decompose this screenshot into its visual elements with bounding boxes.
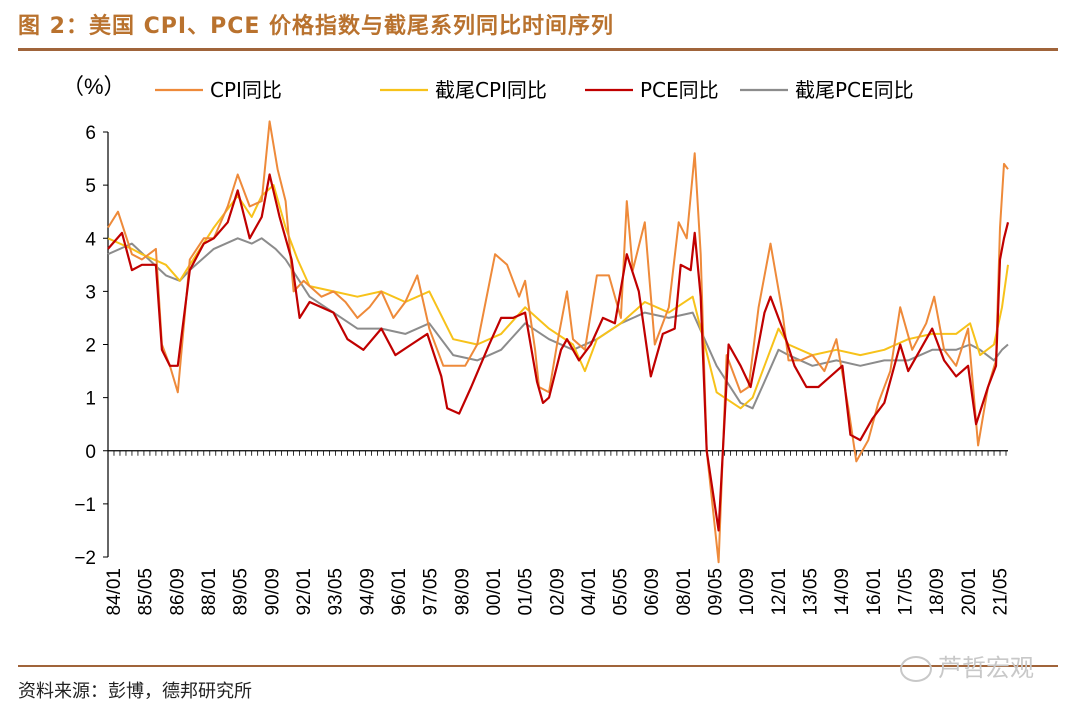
x-tick-label: 00/01	[484, 568, 505, 616]
series-line-cpi	[107, 120, 1009, 564]
footer-divider	[18, 665, 1058, 667]
x-tick-label: 20/01	[959, 568, 980, 616]
x-tick-label: 96/01	[389, 568, 410, 616]
x-tick-label: 86/09	[167, 568, 188, 616]
y-tick-label: 0	[85, 442, 96, 463]
x-tick-label: 98/09	[452, 568, 473, 616]
x-tick-label: 05/05	[611, 568, 632, 616]
x-tick-label: 94/09	[357, 568, 378, 616]
x-tick-label: 17/05	[896, 568, 917, 616]
x-tick-label: 09/05	[706, 568, 727, 616]
y-tick-label: 5	[85, 176, 96, 197]
legend-label-trim-pce: 截尾PCE同比	[795, 78, 914, 102]
x-tick-label: 97/05	[421, 568, 442, 616]
legend-label-cpi: CPI同比	[210, 78, 282, 102]
x-tick-label: 13/05	[801, 568, 822, 616]
x-tick-label: 88/01	[199, 568, 220, 616]
x-tick-label: 89/05	[231, 568, 252, 616]
x-tick-label: 14/09	[832, 568, 853, 616]
watermark-text: 芦哲宏观	[938, 654, 1034, 682]
x-tick-label: 85/05	[136, 568, 157, 616]
x-tick-label: 02/09	[547, 568, 568, 616]
series-line-pce	[107, 173, 1010, 532]
x-tick-label: 93/05	[326, 568, 347, 616]
x-tick-label: 16/01	[864, 568, 885, 616]
y-tick-label: −1	[74, 495, 96, 516]
y-tick-label: 6	[85, 123, 96, 144]
x-tick-label: 92/01	[294, 568, 315, 616]
title-divider	[18, 48, 1058, 51]
chart-series	[107, 120, 1010, 564]
x-tick-label: 06/09	[642, 568, 663, 616]
series-line-trim-pce	[107, 237, 1009, 410]
legend-label-trim-cpi: 截尾CPI同比	[435, 78, 547, 102]
x-tick-label: 21/05	[991, 568, 1012, 616]
series-line-trim-cpi	[107, 184, 1009, 410]
chart-legend: CPI同比 截尾CPI同比 PCE同比 截尾PCE同比	[155, 78, 914, 102]
x-tick-label: 04/01	[579, 568, 600, 616]
chart-axes: 6 5 4 3 2 1 0 −1 −2 84/01 85/05 86/09 88/01 89/05 90/0…	[74, 123, 1011, 616]
x-tick-label: 90/09	[262, 568, 283, 616]
y-tick-label: 4	[85, 229, 96, 250]
x-tick-label: 01/05	[516, 568, 537, 616]
y-axis-label: （%）	[62, 74, 126, 99]
x-tick-label: 10/09	[737, 568, 758, 616]
y-tick-label: 1	[85, 389, 96, 410]
x-tick-label: 84/01	[104, 568, 125, 616]
wechat-icon	[900, 656, 932, 682]
page-title: 图 2：美国 CPI、PCE 价格指数与截尾系列同比时间序列	[18, 14, 615, 39]
legend-label-pce: PCE同比	[640, 78, 719, 102]
y-tick-label: 2	[85, 336, 96, 357]
y-tick-label: 3	[85, 282, 96, 303]
source-note: 资料来源：彭博，德邦研究所	[18, 681, 252, 702]
watermark: 芦哲宏观	[900, 648, 1034, 683]
x-tick-label: 12/01	[769, 568, 790, 616]
y-tick-label: −2	[74, 548, 96, 569]
x-tick-label: 18/09	[927, 568, 948, 616]
x-tick-label: 08/01	[674, 568, 695, 616]
